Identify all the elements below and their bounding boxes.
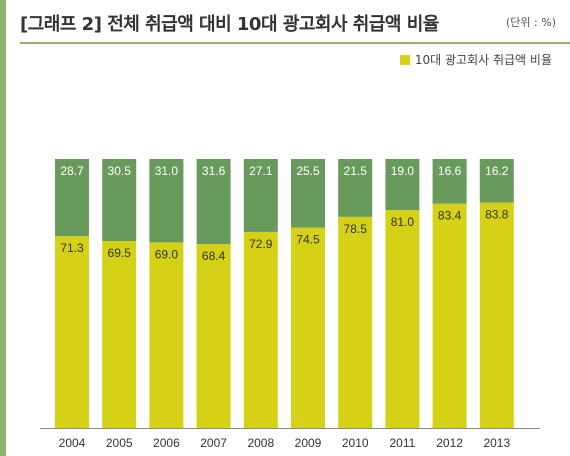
bar-top10-2010 — [338, 216, 373, 428]
bar-top10-2009 — [291, 227, 325, 428]
label-others-2011: 19.0 — [391, 164, 415, 178]
legend: 10대 광고회사 취급액 비율 — [399, 51, 552, 68]
bar-others-2004 — [55, 159, 89, 237]
bar-others-2009 — [291, 159, 325, 228]
bar-others-2005 — [102, 159, 137, 242]
label-others-2012: 16.6 — [438, 164, 462, 178]
tick-label-2009: 2009 — [295, 436, 322, 450]
chart-title: [그래프 2] 전체 취급액 대비 10대 광고회사 취급액 비율 — [20, 14, 439, 35]
bar-top10-2007 — [196, 244, 231, 428]
bar-others-2012 — [432, 159, 467, 204]
bar-top10-2004 — [55, 236, 89, 428]
tick-label-2004: 2004 — [59, 436, 86, 450]
label-others-2008: 27.1 — [249, 164, 273, 178]
bar-top10-2006 — [149, 242, 184, 428]
bar-top10-2011 — [385, 210, 420, 428]
bar-others-2006 — [149, 159, 184, 243]
bar-others-2010 — [338, 159, 373, 217]
tick-label-2006: 2006 — [153, 436, 180, 450]
label-top10-2004: 71.3 — [60, 241, 84, 255]
bar-top10-2012 — [432, 203, 467, 428]
tick-label-2013: 2013 — [483, 436, 510, 450]
label-top10-2005: 69.5 — [108, 246, 132, 260]
frame-accent — [0, 0, 6, 456]
bar-top10-2008 — [243, 231, 278, 428]
label-others-2007: 31.6 — [202, 164, 226, 178]
tick-label-2012: 2012 — [436, 436, 463, 450]
legend-swatch-top10 — [399, 54, 410, 65]
unit-label: (단위 : %) — [506, 16, 556, 29]
label-others-2005: 30.5 — [108, 164, 132, 178]
label-others-2004: 28.7 — [60, 164, 84, 178]
label-top10-2011: 81.0 — [391, 215, 415, 229]
label-top10-2006: 69.0 — [155, 247, 179, 261]
label-top10-2012: 83.4 — [438, 209, 462, 223]
label-top10-2010: 78.5 — [344, 222, 368, 236]
tick-label-2010: 2010 — [342, 436, 369, 450]
bar-others-2008 — [243, 159, 278, 232]
tick-label-2007: 2007 — [200, 436, 227, 450]
bar-others-2011 — [385, 159, 420, 211]
label-others-2006: 31.0 — [155, 164, 179, 178]
bar-top10-2013 — [479, 202, 514, 428]
bar-top10-2005 — [102, 241, 137, 428]
tick-label-2011: 2011 — [389, 436, 415, 450]
bars-group: 28.7 71.3 30.5 69.5 31.0 69.0 31.6 68.4 27.1 72.9… — [55, 159, 514, 428]
label-top10-2008: 72.9 — [249, 237, 273, 251]
title-divider — [20, 42, 570, 44]
label-top10-2009: 74.5 — [296, 233, 320, 247]
label-others-2009: 25.5 — [296, 164, 320, 178]
label-others-2013: 16.2 — [485, 164, 509, 178]
label-others-2010: 21.5 — [344, 164, 368, 178]
legend-label-top10: 10대 광고회사 취급액 비율 — [414, 53, 552, 67]
tick-label-2008: 2008 — [247, 436, 274, 450]
label-top10-2013: 83.8 — [485, 208, 509, 222]
label-top10-2007: 68.4 — [202, 249, 226, 263]
bar-others-2007 — [196, 159, 231, 245]
tick-label-2005: 2005 — [106, 436, 133, 450]
x-axis-ticks: 2004 2005 2006 2007 2008 2009 2010 2011 2012 2013 — [59, 436, 511, 450]
bar-others-2013 — [479, 159, 514, 203]
